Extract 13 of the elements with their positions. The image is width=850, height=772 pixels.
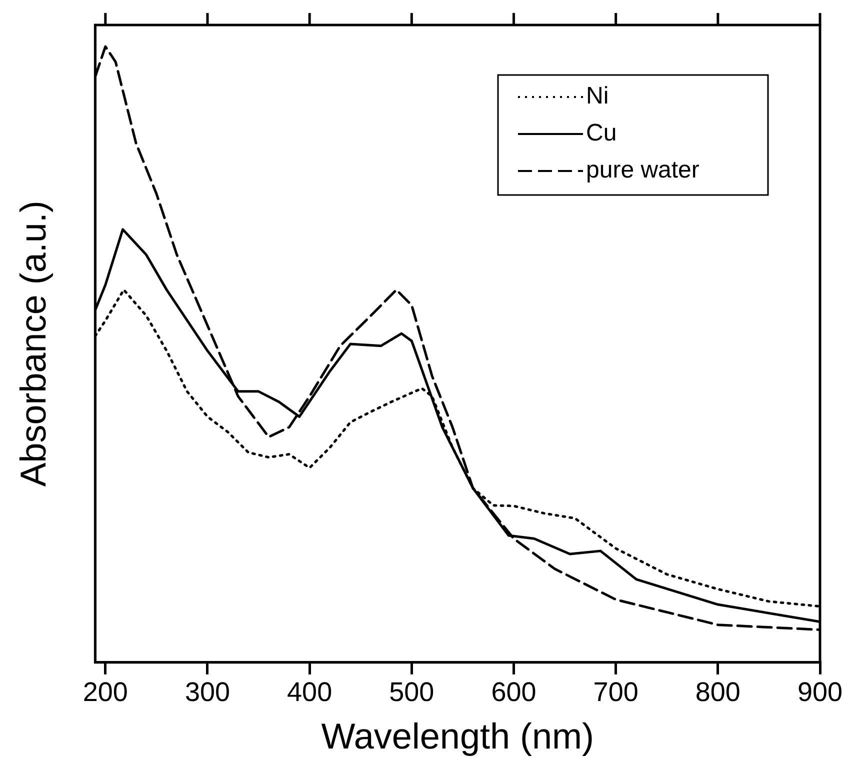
- x-tick-label: 200: [82, 677, 128, 708]
- legend-label: Cu: [586, 120, 617, 147]
- x-tick-label: 300: [184, 677, 230, 708]
- x-tick-label: 500: [389, 677, 434, 708]
- x-tick-label: 600: [491, 677, 536, 708]
- x-axis-title: Wavelength (nm): [321, 715, 594, 756]
- x-tick-label: 800: [695, 677, 740, 708]
- legend-label: Ni: [586, 82, 609, 110]
- x-tick-label: 700: [593, 677, 638, 708]
- legend-label: pure water: [586, 156, 700, 184]
- y-axis-title: Absorbance (a.u.): [12, 200, 54, 487]
- x-tick-label: 400: [287, 677, 332, 708]
- x-tick-label: 900: [797, 677, 843, 708]
